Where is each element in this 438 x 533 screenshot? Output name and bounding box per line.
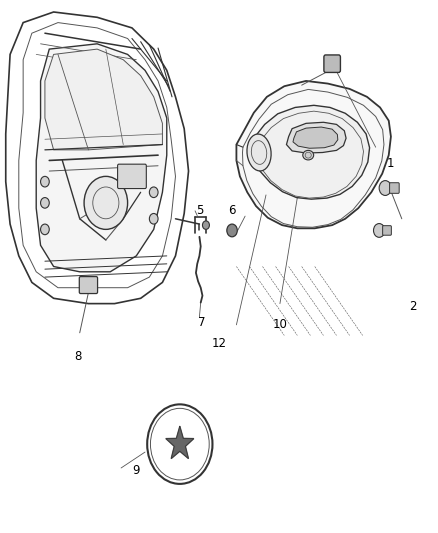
Text: 6: 6 [228, 204, 236, 217]
Circle shape [84, 176, 127, 229]
Text: 1: 1 [387, 157, 395, 169]
Circle shape [202, 221, 209, 229]
Text: 7: 7 [198, 316, 205, 329]
FancyBboxPatch shape [79, 277, 98, 294]
Ellipse shape [247, 134, 271, 171]
FancyBboxPatch shape [117, 164, 146, 189]
Polygon shape [293, 127, 338, 148]
Ellipse shape [303, 150, 314, 160]
Circle shape [147, 405, 212, 484]
FancyBboxPatch shape [324, 55, 340, 72]
FancyBboxPatch shape [383, 225, 391, 235]
Text: 5: 5 [196, 204, 203, 217]
Text: 2: 2 [409, 300, 417, 313]
Circle shape [41, 176, 49, 187]
Text: 8: 8 [74, 350, 81, 363]
Text: 9: 9 [133, 464, 140, 477]
Circle shape [149, 187, 158, 198]
Polygon shape [36, 44, 167, 272]
Circle shape [41, 224, 49, 235]
Text: 10: 10 [272, 318, 287, 332]
Polygon shape [286, 122, 346, 153]
FancyBboxPatch shape [390, 183, 399, 193]
Polygon shape [237, 81, 391, 228]
Text: 12: 12 [212, 337, 226, 350]
Circle shape [41, 198, 49, 208]
Circle shape [379, 181, 391, 196]
Circle shape [149, 214, 158, 224]
Polygon shape [45, 49, 162, 150]
Circle shape [227, 224, 237, 237]
Polygon shape [250, 106, 370, 199]
Polygon shape [166, 426, 194, 458]
Circle shape [374, 223, 385, 237]
